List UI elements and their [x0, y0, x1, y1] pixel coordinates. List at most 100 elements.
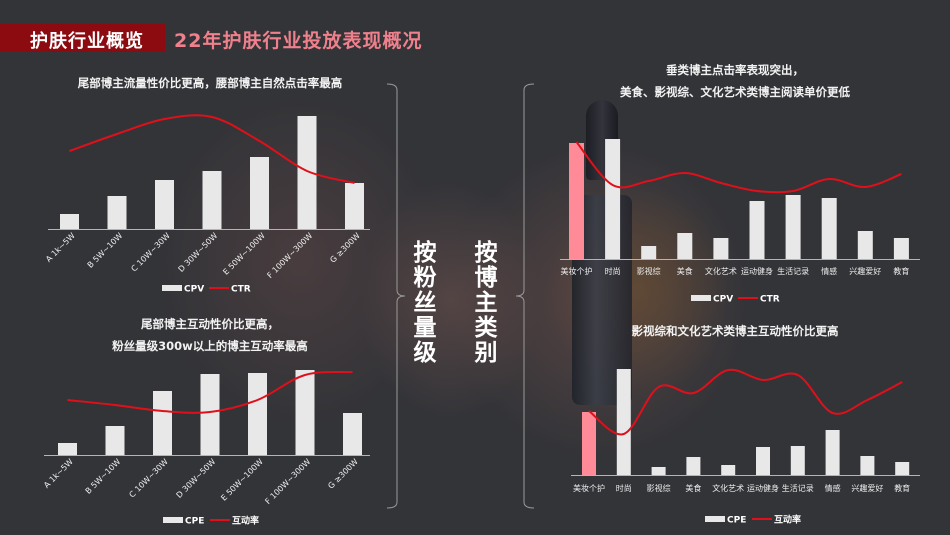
legend-bar-swatch [163, 517, 183, 523]
x-tick-label: F 100W~300W [263, 457, 312, 506]
x-tick-label: 运动健身 [747, 483, 779, 493]
chart-2-title: 尾部博主互动性价比更高， 粉丝量级300w以上的博主互动率最高 [40, 313, 380, 357]
x-tick-label: 影视综 [647, 483, 671, 493]
bar [641, 246, 657, 259]
bar [860, 456, 875, 475]
bar [686, 457, 701, 475]
bar [857, 231, 873, 259]
x-tick-label: E 50W~100W [221, 231, 267, 277]
x-tick-label: 情感 [825, 483, 841, 493]
x-tick-label: 兴趣爱好 [849, 266, 881, 276]
x-tick-label: 文化艺术 [712, 483, 744, 493]
x-tick-label: 美食 [685, 483, 701, 493]
side-label-by-category: 按博主类别 [474, 240, 498, 366]
x-tick-label: 生活记录 [777, 266, 809, 276]
bar [605, 139, 621, 259]
x-tick-label: 时尚 [605, 266, 621, 276]
chart-3-title: 垂类博主点击率表现突出， 美食、影视综、文化艺术类博主阅读单价更低 [550, 59, 920, 103]
bar [250, 157, 269, 229]
chart-fans-cpe-interaction: A 1k~5W B 5W~10W C 10W~30W D 30W~50W E 50W~1… [42, 370, 370, 527]
x-tick-label: 运动健身 [741, 266, 773, 276]
x-tick-label: B 5W~10W [84, 457, 123, 496]
bar [825, 430, 840, 475]
legend-bar-swatch [162, 285, 182, 291]
bar [785, 195, 801, 259]
legend: CPV CTR [162, 285, 251, 295]
bar [582, 412, 596, 475]
x-tick-label: 美食 [677, 266, 693, 276]
bar [651, 467, 666, 475]
x-tick-label: 影视综 [637, 266, 661, 276]
chart-2-title-line-1: 尾部博主互动性价比更高， [141, 317, 279, 331]
bar [343, 413, 362, 455]
bar [58, 443, 77, 455]
chart-2-title-line-2: 粉丝量级300w以上的博主互动率最高 [112, 339, 308, 353]
x-tick-label: 情感 [821, 266, 837, 276]
x-tick-label: F 100W~300W [265, 231, 314, 280]
x-tick-label: 教育 [894, 483, 910, 493]
x-tick-label: 美妆个护 [561, 266, 593, 276]
x-tick-label: G ≥300W [326, 457, 360, 491]
bar [60, 214, 79, 229]
x-tick-label: C 10W~30W [127, 457, 169, 499]
chart-category-cpe-interaction: 美妆个护 时尚 影视综 美食 文化艺术 运动健身 生活记录 情感 兴趣爱好 教育 CPE 互动率 [571, 368, 920, 526]
legend-bar-label: CPE [727, 516, 746, 526]
chart-fans-cpv-ctr: A 1k~5W B 5W~10W C 10W~30W D 30W~50W E 50W~1… [44, 114, 370, 295]
legend-line-label: CTR [760, 295, 780, 305]
bar [200, 374, 220, 455]
right-bracket [515, 83, 535, 509]
legend-bar-swatch [691, 295, 711, 301]
x-tick-label: 教育 [893, 266, 909, 276]
trend-line [575, 141, 902, 194]
legend: CPE 互动率 [705, 514, 801, 526]
bar [248, 373, 267, 455]
trend-line [69, 114, 355, 184]
bar [893, 238, 909, 259]
bar [821, 198, 837, 259]
bar [569, 143, 584, 259]
x-tick-label: E 50W~100W [219, 457, 265, 503]
x-tick-label: A 1k~5W [44, 231, 77, 264]
x-tick-label: 时尚 [616, 483, 632, 493]
chart-3-title-line-1: 垂类博主点击率表现突出， [666, 63, 804, 77]
bar [105, 426, 125, 455]
bar [895, 462, 910, 475]
legend-line-label: 互动率 [232, 515, 259, 527]
section-label: 护肤行业概览 [30, 31, 144, 52]
bar [155, 180, 174, 229]
bar [790, 446, 805, 475]
x-tick-label: G ≥300W [328, 231, 362, 265]
x-tick-label: 美妆个护 [573, 483, 605, 493]
x-tick-label: 兴趣爱好 [851, 483, 883, 493]
bar [153, 391, 172, 455]
left-bracket [386, 83, 406, 509]
legend-line-label: CTR [231, 285, 251, 295]
legend: CPV CTR [691, 295, 780, 305]
section-banner: 护肤行业概览 [0, 24, 165, 52]
bar [677, 233, 693, 259]
bar [297, 116, 317, 229]
chart-3-title-line-2: 美食、影视综、文化艺术类博主阅读单价更低 [620, 85, 850, 99]
legend-bar-swatch [705, 516, 725, 522]
trend-line [67, 370, 353, 414]
legend: CPE 互动率 [163, 515, 259, 527]
page-title: 22年护肤行业投放表现概况 [174, 30, 423, 52]
x-tick-label: B 5W~10W [86, 231, 125, 270]
bar [713, 238, 729, 259]
chart-4-title: 影视综和文化艺术类博主互动性价比更高 [631, 324, 839, 338]
legend-bar-label: CPE [185, 517, 204, 527]
bar [345, 183, 364, 229]
chart-category-cpv-ctr: 美妆个护 时尚 影视综 美食 文化艺术 运动健身 生活记录 情感 兴趣爱好 教育 CPV CTR [560, 139, 920, 305]
bar [756, 447, 770, 475]
bar [616, 369, 631, 475]
bar [295, 370, 315, 455]
bar [721, 465, 736, 475]
trend-line [588, 368, 903, 436]
side-label-by-fans: 按粉丝量级 [413, 240, 437, 366]
bar [107, 196, 127, 229]
x-tick-label: 生活记录 [782, 483, 814, 493]
x-tick-label: A 1k~5W [42, 457, 75, 490]
x-tick-label: D 30W~50W [177, 231, 220, 274]
